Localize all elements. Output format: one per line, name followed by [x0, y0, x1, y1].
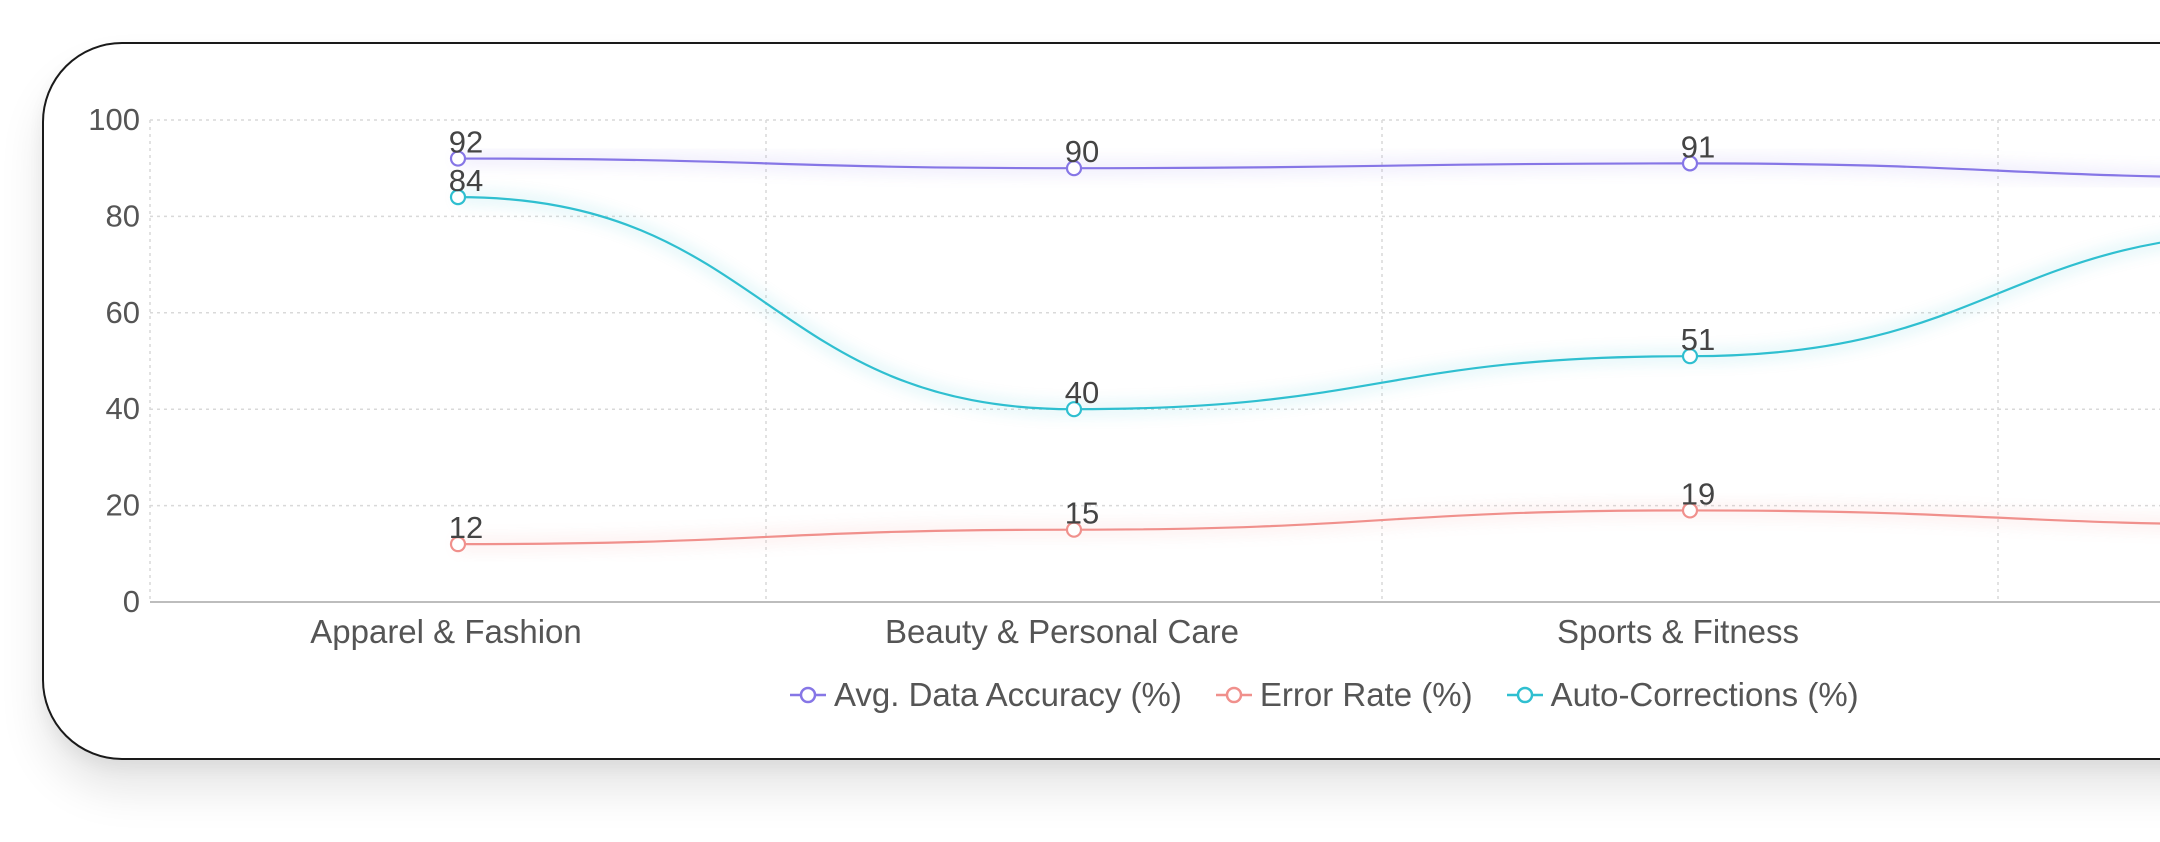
data-label: 12 [449, 510, 483, 545]
legend-marker-accuracy [790, 686, 826, 704]
data-label: 19 [1681, 476, 1715, 511]
y-tick-label: 40 [106, 391, 140, 426]
data-point[interactable] [449, 150, 467, 167]
legend-item-error-rate[interactable]: Error Rate (%) [1215, 676, 1473, 714]
legend-marker-error-rate [1215, 686, 1252, 704]
data-label: 90 [1065, 134, 1099, 169]
legend-label-auto-corrections: Auto-Corrections (%) [1550, 676, 1859, 713]
data-point[interactable] [1065, 160, 1083, 177]
y-tick-label: 0 [123, 584, 140, 619]
y-tick-label: 100 [88, 102, 140, 137]
series-glow [457, 192, 2160, 415]
legend-item-auto-corrections[interactable]: Auto-Corrections (%) [1506, 676, 1859, 714]
data-labels: 92 90 91 12 15 19 84 40 51 [449, 125, 1715, 546]
data-label: 91 [1681, 129, 1715, 164]
data-point[interactable] [1681, 502, 1699, 519]
data-point[interactable] [449, 536, 467, 553]
data-label: 51 [1681, 322, 1715, 357]
y-tick-label: 60 [106, 295, 140, 330]
data-label: 92 [449, 125, 483, 160]
x-tick-label: Sports & Fitness [1557, 613, 1799, 650]
legend: Avg. Data Accuracy (%) Error Rate (%) Au… [790, 676, 1859, 714]
data-point[interactable] [449, 189, 467, 206]
grid [149, 119, 2160, 603]
series-line [457, 509, 2160, 546]
y-tick-label: 80 [106, 198, 140, 233]
series-layer [449, 150, 2160, 553]
x-tick-label: Beauty & Personal Care [885, 613, 1239, 650]
x-tick-label: Apparel & Fashion [310, 613, 582, 650]
legend-marker-auto-corrections [1506, 686, 1543, 704]
data-point[interactable] [1065, 401, 1083, 418]
y-tick-label: 20 [106, 488, 140, 523]
series-line [457, 157, 2160, 178]
data-label: 15 [1065, 496, 1099, 531]
series-line [457, 196, 2160, 411]
legend-item-accuracy[interactable]: Avg. Data Accuracy (%) [790, 676, 1182, 714]
x-axis-ticks: Apparel & Fashion Beauty & Personal Care S… [310, 613, 1799, 650]
data-label: 84 [449, 163, 483, 198]
data-point[interactable] [1681, 155, 1699, 172]
legend-label-error-rate: Error Rate (%) [1259, 676, 1473, 713]
legend-label-accuracy: Avg. Data Accuracy (%) [834, 676, 1182, 713]
y-axis-ticks: 0 20 40 60 80 100 [88, 102, 140, 619]
data-label: 40 [1065, 375, 1099, 410]
data-point[interactable] [1681, 348, 1699, 365]
data-point[interactable] [1065, 521, 1083, 538]
